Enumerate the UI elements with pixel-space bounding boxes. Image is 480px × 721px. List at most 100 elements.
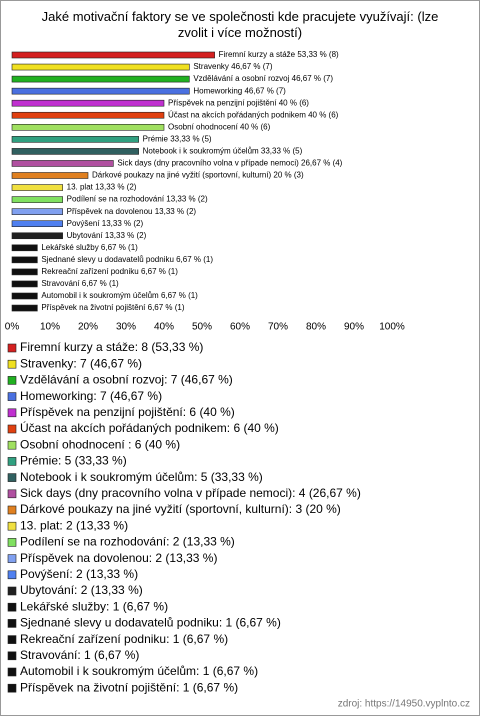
bar (11, 208, 63, 215)
value-label: Firemní kurzy a stáže 53,33 % (8) (219, 50, 339, 59)
bar (11, 124, 165, 131)
value-label: Prémie 33,33 % (5) (143, 134, 212, 143)
value-label: Příspěvek na penzijní pojištění 40 % (6) (168, 98, 309, 107)
x-tick-label: 80% (306, 322, 326, 333)
value-label: Podílení se na rozhodování 13,33 % (2) (67, 195, 208, 204)
legend-marker (7, 651, 17, 661)
bar (11, 51, 215, 59)
value-label: Rekreační zařízení podniku 6,67 % (1) (41, 267, 178, 276)
legend-label: Osobní ohodnocení : 6 (40 %) (20, 437, 180, 451)
x-tick-label: 70% (268, 322, 288, 333)
bar (11, 196, 63, 203)
bar (11, 280, 38, 288)
x-tick-label: 50% (192, 322, 212, 333)
legend-label: Příspěvek na životní pojištění: 1 (6,67 … (20, 680, 238, 694)
legend-label: Homeworking: 7 (46,67 %) (20, 389, 162, 403)
bar (11, 111, 165, 119)
bar (11, 148, 139, 155)
legend-label: Lekářské služby: 1 (6,67 %) (20, 599, 168, 613)
bar (11, 232, 63, 240)
legend-marker (7, 554, 17, 563)
value-label: Účast na akcích pořádaných podnikem 40 %… (168, 110, 339, 119)
legend-marker (7, 602, 17, 612)
legend-marker (7, 376, 17, 385)
value-label: Sick days (dny pracovního volna v případ… (117, 159, 342, 168)
x-tick-label: 100% (379, 322, 405, 333)
legend-label: Notebook i k soukromým účelům: 5 (33,33 … (20, 470, 263, 484)
legend-label: Automobil i k soukromým účelům: 1 (6,67 … (20, 664, 258, 678)
legend-marker (7, 683, 17, 693)
legend-marker (7, 489, 17, 499)
bar (11, 160, 114, 167)
bar (11, 87, 190, 95)
legend-label: Příspěvek na penzijní pojištění: 6 (40 %… (20, 405, 235, 419)
x-tick-label: 60% (230, 322, 250, 333)
legend-label: Vzdělávání a osobní rozvoj: 7 (46,67 %) (20, 373, 233, 387)
value-label: Ubytování 13,33 % (2) (67, 231, 147, 240)
value-label: Lekářské služby 6,67 % (1) (41, 243, 138, 252)
value-label: Stravenky 46,67 % (7) (193, 62, 272, 71)
legend-marker (7, 521, 17, 531)
bar (11, 136, 139, 143)
value-label: Vzdělávání a osobní rozvoj 46,67 % (7) (193, 74, 333, 83)
x-tick-label: 20% (78, 322, 98, 333)
value-label: Notebook i k soukromým účelům 33,33 % (5… (143, 147, 303, 156)
value-label: 13. plat 13,33 % (2) (67, 183, 137, 192)
legend-label: Firemní kurzy a stáže: 8 (53,33 %) (20, 340, 203, 354)
legend-label: 13. plat: 2 (13,33 %) (20, 518, 128, 532)
legend-marker (7, 359, 17, 369)
x-tick-label: 10% (40, 322, 60, 333)
legend-label: Dárkové poukazy na jiné vyžití (sportovn… (20, 502, 341, 516)
legend-label: Stravování: 1 (6,67 %) (20, 648, 139, 662)
value-label: Stravování 6,67 % (1) (41, 279, 119, 288)
legend-marker (7, 635, 17, 644)
legend-marker (7, 424, 17, 434)
bar (11, 63, 190, 71)
legend-label: Sjednané slevy u dodavatelů podniku: 1 (… (20, 616, 281, 630)
legend-marker (7, 505, 17, 515)
bar (11, 304, 38, 312)
legend-marker (7, 538, 17, 547)
x-tick-label: 0% (5, 322, 20, 333)
legend-label: Příspěvek na dovolenou: 2 (13,33 %) (20, 551, 217, 565)
bar (11, 184, 63, 191)
legend-label: Prémie: 5 (33,33 %) (20, 454, 127, 468)
legend-label: Stravenky: 7 (46,67 %) (20, 356, 142, 370)
value-label: Automobil i k soukromým účelům 6,67 % (1… (41, 291, 198, 300)
value-label: Dárkové poukazy na jiné vyžití (sportovn… (92, 171, 304, 180)
source: zdroj: https://14950.vyplnto.cz (338, 699, 470, 710)
legend-marker (7, 473, 17, 482)
legend-marker (7, 408, 17, 418)
legend-marker (7, 343, 17, 353)
bar (11, 220, 63, 227)
legend-marker (7, 619, 17, 628)
legend-marker (7, 440, 17, 450)
legend-label: Sick days (dny pracovního volna v případ… (20, 486, 361, 500)
x-tick-label: 30% (116, 322, 136, 333)
legend-marker (7, 392, 17, 401)
legend-marker (7, 667, 17, 677)
legend-marker (7, 570, 17, 580)
value-label: Osobní ohodnocení 40 % (6) (168, 122, 271, 131)
legend-label: Rekreační zařízení podniku: 1 (6,67 %) (20, 632, 228, 646)
legend-marker (7, 586, 17, 596)
legend-label: Ubytování: 2 (13,33 %) (20, 583, 143, 597)
bar (11, 268, 38, 276)
x-tick-label: 40% (154, 322, 174, 333)
bar (11, 292, 38, 300)
x-tick-label: 90% (344, 322, 364, 333)
chart-title: Jaké motivační faktory se ve společnosti… (42, 9, 439, 40)
value-label: Příspěvek na životní pojištění 6,67 % (1… (41, 303, 185, 312)
bar (11, 172, 89, 179)
legend-marker (7, 457, 17, 466)
bar (11, 75, 190, 83)
bar (11, 244, 38, 252)
bar (11, 99, 165, 107)
legend-label: Povýšení: 2 (13,33 %) (20, 567, 138, 581)
legend-label: Účast na akcích pořádaných podnikem: 6 (… (20, 420, 279, 435)
legend-label: Podílení se na rozhodování: 2 (13,33 %) (20, 535, 235, 549)
value-label: Povýšení 13,33 % (2) (67, 219, 144, 228)
value-label: Homeworking 46,67 % (7) (193, 86, 286, 95)
